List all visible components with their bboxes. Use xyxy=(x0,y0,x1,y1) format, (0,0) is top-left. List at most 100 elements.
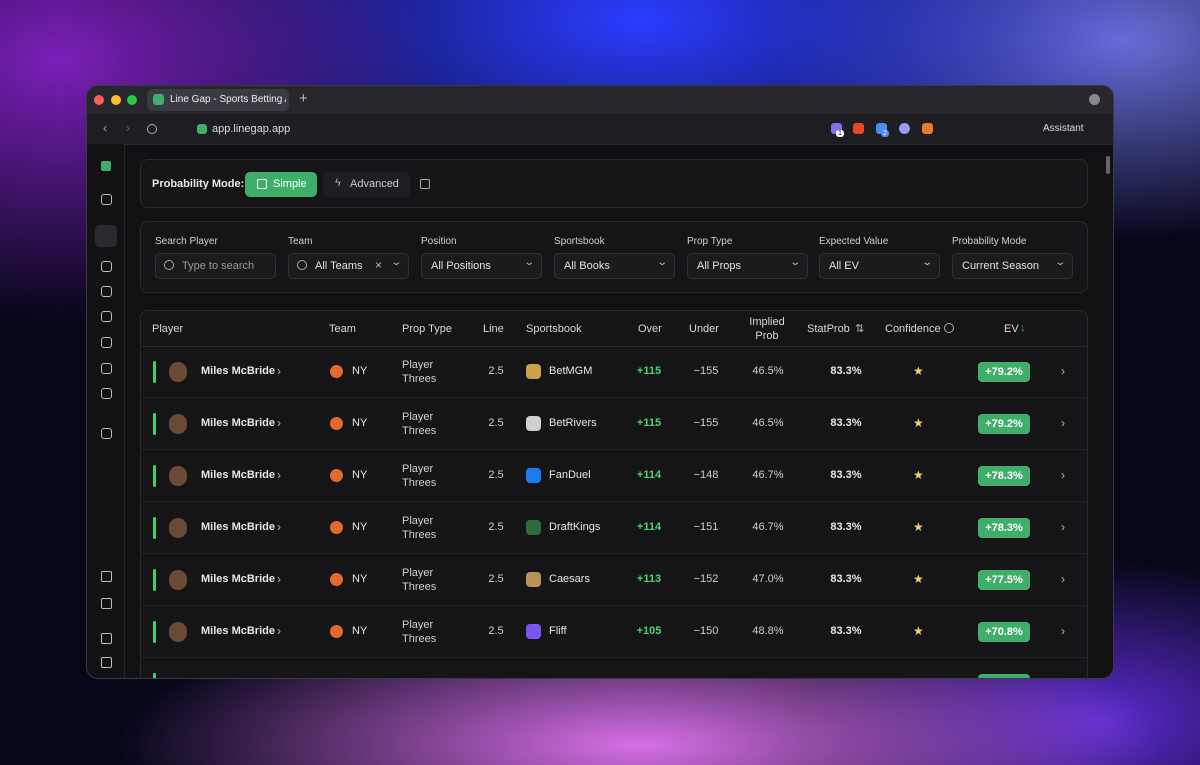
row-chevron[interactable]: › xyxy=(1061,624,1065,638)
nav-icon[interactable] xyxy=(101,194,112,205)
extension-icon[interactable] xyxy=(831,123,842,134)
column-header[interactable]: Implied Prob xyxy=(749,316,785,342)
nav-icon[interactable] xyxy=(101,311,112,322)
nav-icon[interactable] xyxy=(101,261,112,272)
extension-icon[interactable] xyxy=(922,123,933,134)
filter-value[interactable]: All Books xyxy=(564,260,610,272)
filter-select[interactable]: Current Season xyxy=(952,253,1073,279)
simple-text[interactable]: Simple xyxy=(273,178,307,190)
info-icon[interactable] xyxy=(944,323,954,333)
column-header[interactable]: EV xyxy=(1004,323,1019,335)
nav-icon[interactable] xyxy=(101,428,112,439)
browser-window: Line Gap - Sports Betting A + ‹ › app.li… xyxy=(86,85,1114,679)
player-name[interactable]: Miles McBride xyxy=(201,365,275,377)
sidebar-icon[interactable] xyxy=(101,633,112,644)
sidebar-icon[interactable] xyxy=(101,657,112,668)
stat-prob: 83.3% xyxy=(830,417,862,429)
tab[interactable] xyxy=(147,89,289,111)
filter-label: Team xyxy=(288,236,313,247)
row-accent xyxy=(153,413,156,435)
forward-icon[interactable]: › xyxy=(126,121,130,135)
prop-type: Player Threes xyxy=(402,619,437,645)
chevron[interactable]: › xyxy=(277,520,281,534)
chevron[interactable]: › xyxy=(277,364,281,378)
clear-icon[interactable]: × xyxy=(375,258,383,272)
row-chevron[interactable]: › xyxy=(1061,520,1065,534)
close-button[interactable] xyxy=(94,95,104,105)
prop-type: Player Threes xyxy=(402,411,437,437)
column-header[interactable]: StatProb xyxy=(807,323,850,335)
advanced-button[interactable] xyxy=(323,172,410,197)
back-icon[interactable]: ‹ xyxy=(103,121,107,135)
chevron[interactable]: › xyxy=(277,416,281,430)
profile-icon[interactable] xyxy=(1089,94,1100,105)
dropdown-icon[interactable]: ⌄ xyxy=(921,257,934,268)
new-tab-icon[interactable]: + xyxy=(299,90,308,107)
dropdown-icon[interactable]: ⌄ xyxy=(390,257,403,268)
dropdown-icon[interactable]: ⌄ xyxy=(1054,257,1067,268)
filter-value[interactable]: All Props xyxy=(697,260,742,272)
reload-icon[interactable] xyxy=(147,124,157,134)
nav-icon[interactable] xyxy=(101,388,112,399)
sidebar-icon[interactable] xyxy=(101,598,112,609)
extension-badge: 2 xyxy=(881,130,889,137)
player-name[interactable]: Miles McBride xyxy=(201,521,275,533)
nav-icon[interactable] xyxy=(101,286,112,297)
row-chevron[interactable]: › xyxy=(1061,364,1065,378)
column-header: Line xyxy=(483,323,504,335)
assistant-button[interactable]: Assistant xyxy=(1043,123,1084,134)
row-chevron[interactable]: › xyxy=(1061,572,1065,586)
nav-icon[interactable] xyxy=(101,363,112,374)
filter-select[interactable]: All Books xyxy=(554,253,675,279)
filter-value[interactable]: All EV xyxy=(829,260,859,272)
sidebar-icon[interactable] xyxy=(101,571,112,582)
filter-value[interactable]: All Teams xyxy=(315,260,363,272)
filter-value[interactable]: Type to search xyxy=(182,260,255,272)
dropdown-icon[interactable]: ⌄ xyxy=(523,257,536,268)
dropdown-icon[interactable]: ⌄ xyxy=(789,257,802,268)
extension-icon[interactable] xyxy=(876,123,887,134)
chevron[interactable]: › xyxy=(277,572,281,586)
chevron[interactable]: › xyxy=(277,468,281,482)
row-chevron[interactable]: › xyxy=(1061,468,1065,482)
filter-select[interactable]: All Teams xyxy=(288,253,409,279)
filter-value[interactable]: All Positions xyxy=(431,260,491,272)
filter-select[interactable]: All Positions xyxy=(421,253,542,279)
line: 2.5 xyxy=(488,521,504,533)
extension-icon[interactable] xyxy=(899,123,910,134)
chevron[interactable]: › xyxy=(277,624,281,638)
column-header[interactable]: Under xyxy=(689,323,719,335)
player-name[interactable]: Miles McBride xyxy=(201,573,275,585)
dropdown-icon[interactable]: ⌄ xyxy=(656,257,669,268)
row-chevron[interactable]: › xyxy=(1061,416,1065,430)
info-icon[interactable] xyxy=(420,179,430,189)
nav-icon[interactable] xyxy=(101,337,112,348)
player-avatar xyxy=(169,518,187,538)
url[interactable]: app.linegap.app xyxy=(212,123,291,135)
filter-select[interactable]: All EV xyxy=(819,253,940,279)
scrollbar-thumb[interactable] xyxy=(1106,156,1110,174)
player-name[interactable]: Miles McBride xyxy=(201,625,275,637)
active-nav-item[interactable] xyxy=(95,225,117,247)
filter-label: Position xyxy=(421,236,457,247)
column-header[interactable]: Confidence xyxy=(885,323,941,335)
simple-icon xyxy=(257,179,267,189)
sort-icon[interactable]: ↓ xyxy=(1020,322,1026,334)
row-divider xyxy=(141,605,1087,606)
filter-select[interactable]: All Props xyxy=(687,253,808,279)
column-header[interactable]: Over xyxy=(638,323,662,335)
tab-title[interactable]: Line Gap - Sports Betting A xyxy=(170,94,286,105)
app-logo[interactable] xyxy=(101,161,111,171)
advanced-text[interactable]: Advanced xyxy=(350,178,399,190)
team: NY xyxy=(352,365,368,377)
extension-icon[interactable] xyxy=(853,123,864,134)
sportsbook: FanDuel xyxy=(549,469,591,481)
filter-select[interactable]: Type to search xyxy=(155,253,276,279)
zoom-button[interactable] xyxy=(127,95,137,105)
player-name[interactable]: Miles McBride xyxy=(201,417,275,429)
sort-icon[interactable]: ⇅ xyxy=(855,323,865,335)
player-avatar xyxy=(169,414,187,434)
minimize-button[interactable] xyxy=(111,95,121,105)
filter-value[interactable]: Current Season xyxy=(962,260,1040,272)
player-name[interactable]: Miles McBride xyxy=(201,469,275,481)
